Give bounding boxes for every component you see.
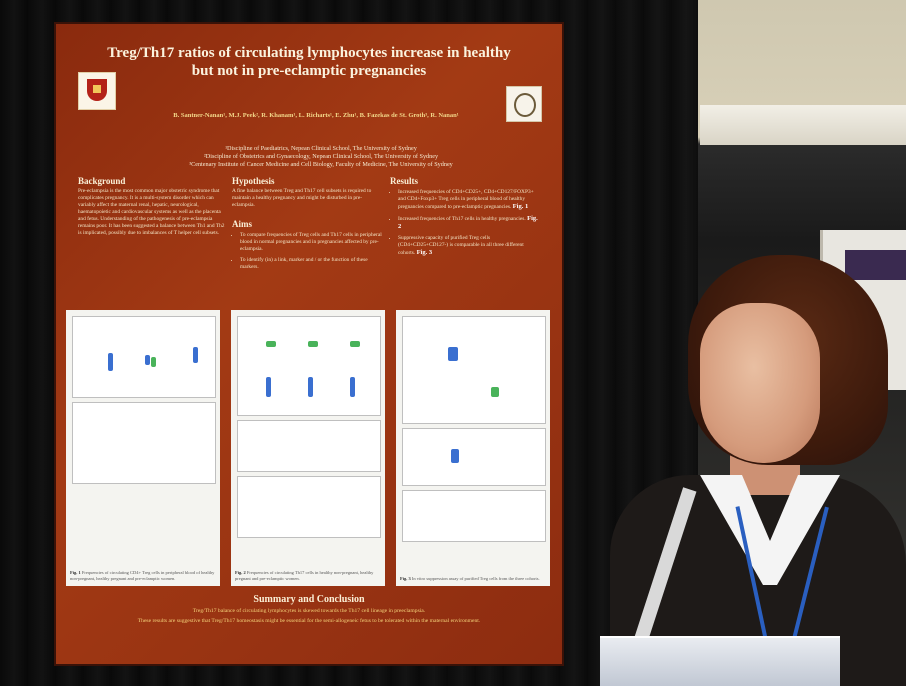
data-cluster (491, 387, 499, 397)
data-cluster (266, 341, 276, 347)
affiliation-line: ²Discipline of Obstetrics and Gynaecolog… (203, 153, 439, 160)
aims-item: To compare frequencies of Treg cells and… (240, 232, 382, 253)
scatter-plot (402, 490, 546, 542)
affiliation-line: ¹Discipline of Paediatrics, Nepean Clini… (225, 145, 417, 152)
figure-label: Fig. 1 (70, 570, 81, 575)
aims-item: To identify (in) a link, marker and / or… (240, 257, 382, 271)
results-list: Increased frequencies of CD4+CD25+, CD4+… (390, 189, 540, 257)
data-cluster (308, 377, 313, 397)
data-cluster (266, 377, 271, 397)
scatter-plot (72, 402, 216, 484)
poster-affiliations: ¹Discipline of Paediatrics, Nepean Clini… (136, 145, 506, 169)
summary-section: Summary and Conclusion Treg/Th17 balance… (66, 594, 552, 656)
figure-label: Fig. 2 (235, 570, 246, 575)
results-item: Increased frequencies of CD4+CD25+, CD4+… (398, 189, 540, 211)
flow-cytometry-plot (237, 316, 381, 416)
figure-caption: Fig. 3 In vitro suppression assay of pur… (400, 576, 546, 582)
figure-caption: Fig. 2 Frequencies of circulating Th17 c… (235, 570, 381, 582)
figure-reference: Fig. 3 (416, 249, 433, 256)
section-text: A fine balance between Treg and Th17 cel… (232, 188, 372, 208)
aims-list: To compare frequencies of Treg cells and… (232, 232, 382, 271)
flow-cytometry-plot (402, 428, 546, 486)
scatter-plot (237, 420, 381, 472)
results-text: Increased frequencies of CD4+CD25+, CD4+… (398, 189, 534, 210)
hypothesis-section: Hypothesis A fine balance between Treg a… (232, 176, 382, 306)
data-cluster (350, 377, 355, 397)
section-text: Pre-eclampsia is the most common major o… (78, 188, 225, 236)
section-heading: Background (78, 176, 126, 186)
data-cluster (350, 341, 360, 347)
poster-authors: B. Santner-Nanan¹, M.J. Peek², R. Khanam… (173, 112, 459, 119)
data-cluster (193, 347, 198, 363)
adjacent-poster-header (845, 250, 906, 280)
background-section: Background Pre-eclampsia is the most com… (78, 176, 228, 306)
affiliation-line: ³Centenary Institute of Cancer Medicine … (189, 161, 453, 168)
figure-reference: Fig. 2 (398, 215, 538, 230)
figure-caption-text: Frequencies of circulating CD4+ Treg cel… (70, 570, 215, 581)
data-cluster (145, 355, 150, 365)
data-cluster (448, 347, 458, 361)
flow-cytometry-plot (72, 316, 216, 398)
figure-caption-text: In vitro suppression assay of purified T… (411, 576, 540, 581)
university-crest-icon (78, 72, 116, 110)
summary-text: Treg/Th17 balance of circulating lymphoc… (192, 608, 426, 614)
research-poster: Treg/Th17 ratios of circulating lymphocy… (56, 24, 562, 664)
data-cluster (308, 341, 318, 347)
figure-label: Fig. 3 (400, 576, 411, 581)
flow-cytometry-plot (402, 316, 546, 424)
section-heading: Summary and Conclusion (253, 594, 365, 605)
figure-panel-2: Fig. 2 Frequencies of circulating Th17 c… (231, 310, 385, 586)
data-cluster (108, 353, 113, 371)
figure-panel-3: Fig. 3 In vitro suppression assay of pur… (396, 310, 550, 586)
section-heading: Results (390, 176, 419, 186)
presenter-person (600, 255, 906, 686)
results-text: Suppressive capacity of purified Treg ce… (398, 235, 524, 256)
figure-caption: Fig. 1 Frequencies of circulating CD4+ T… (70, 570, 216, 582)
summary-text: These results are suggestive that Treg/T… (137, 618, 481, 624)
scatter-plot (237, 476, 381, 538)
results-section: Results Increased frequencies of CD4+CD2… (390, 176, 540, 306)
poster-title: Treg/Th17 ratios of circulating lymphocy… (107, 45, 511, 79)
ceiling-light-strip (700, 105, 906, 145)
results-item: Suppressive capacity of purified Treg ce… (398, 235, 540, 257)
figure-caption-text: Frequencies of circulating Th17 cells in… (235, 570, 374, 581)
partner-seal-icon (506, 86, 542, 122)
face (700, 303, 820, 463)
figure-panel-1: Fig. 1 Frequencies of circulating CD4+ T… (66, 310, 220, 586)
results-item: Increased frequencies of Th17 cells in h… (398, 215, 540, 231)
section-heading: Hypothesis (232, 176, 275, 186)
data-cluster (451, 449, 459, 463)
figure-reference: Fig. 1 (512, 203, 529, 210)
aims-heading: Aims (232, 219, 252, 229)
data-cluster (151, 357, 156, 367)
results-text: Increased frequencies of Th17 cells in h… (398, 216, 526, 222)
stack-of-papers (600, 636, 840, 686)
